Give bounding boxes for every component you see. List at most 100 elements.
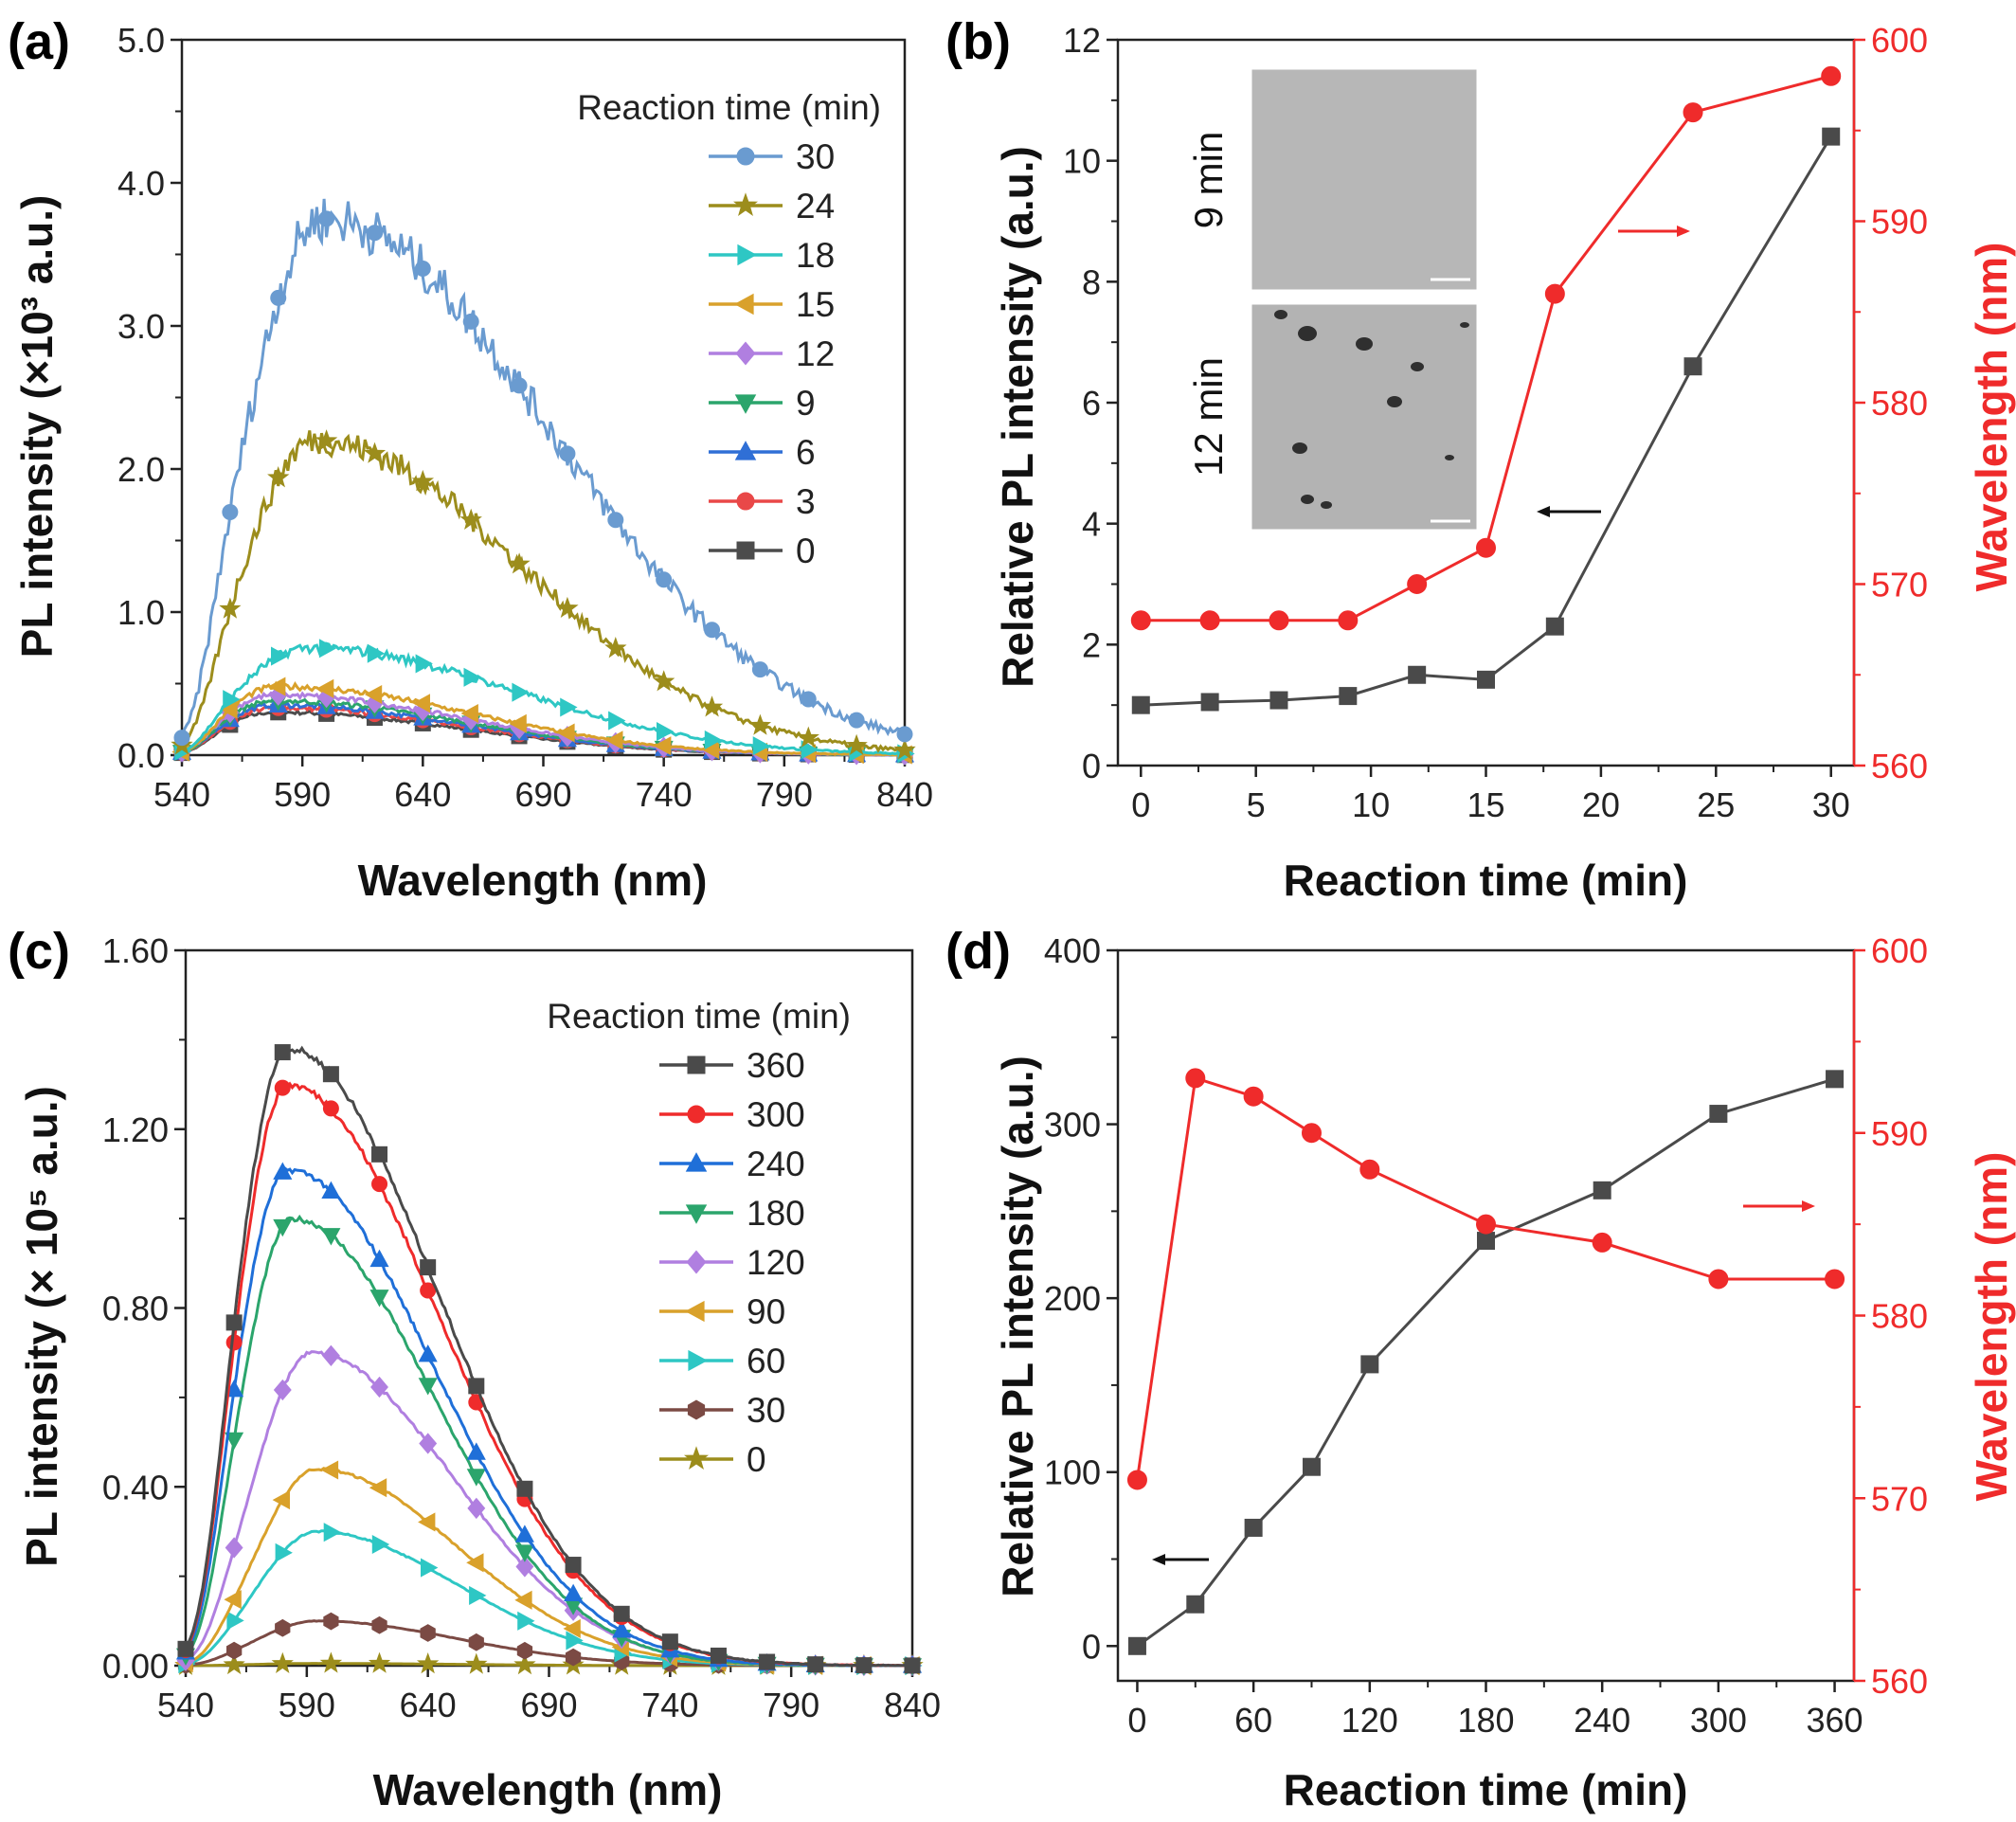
panel-a-data-point	[318, 639, 337, 658]
panel-b-inset: 9 min 12 min	[1186, 66, 1480, 532]
undefined-data-point	[1338, 610, 1359, 631]
panel-a-x-tick-label: 590	[274, 775, 331, 814]
undefined-data-point	[1126, 1470, 1147, 1490]
panel-c-data-point	[323, 1612, 339, 1631]
panel-c-series-240	[175, 1162, 923, 1673]
undefined-x-tick-label: 300	[1690, 1701, 1747, 1740]
panel-a-data-point	[652, 670, 675, 692]
undefined-y-tick-label: 6	[1082, 384, 1101, 423]
panel-c-label: (c)	[8, 923, 70, 980]
panel-a-data-point	[654, 736, 672, 756]
undefined-data-point	[1339, 687, 1358, 706]
panel-c-data-point	[323, 1523, 342, 1542]
panel-c-data-point	[368, 1651, 391, 1673]
undefined-data-point	[1407, 574, 1428, 594]
undefined-data-point	[1243, 1086, 1264, 1107]
undefined-data-point	[1301, 1123, 1322, 1144]
panel-c-data-point	[420, 1624, 436, 1642]
panel-a-data-point	[509, 713, 527, 733]
undefined-data-point	[1360, 1355, 1379, 1374]
panel-c-data-point	[466, 1469, 486, 1487]
undefined-data-point	[1127, 1636, 1146, 1655]
panel-c-data-point	[321, 1344, 340, 1366]
panel-c-data-point	[513, 1652, 536, 1675]
undefined-data-point	[1269, 610, 1289, 631]
panel-c-x-axis-label: Wavelength (nm)	[373, 1765, 723, 1814]
panel-c-data-point	[369, 1478, 387, 1498]
panel-a-legend-label: 30	[796, 137, 835, 176]
panel-a-legend-label: 6	[796, 433, 816, 472]
panel-c-x-tick-label: 840	[884, 1686, 941, 1724]
panel-c-legend-label: 180	[747, 1194, 805, 1233]
panel-c-legend-marker	[687, 1105, 706, 1124]
panel-c-data-point	[466, 1442, 486, 1460]
panel-c-data-point	[516, 1641, 533, 1660]
undefined-data-point	[1821, 65, 1842, 86]
panel-c-data-point	[274, 1044, 291, 1061]
nanoparticle	[1292, 442, 1307, 454]
panel-a-data-point	[801, 740, 819, 760]
panel-a-data-point	[748, 713, 772, 735]
panel-a-legend-marker	[735, 341, 756, 366]
undefined-x-tick-label: 180	[1457, 1701, 1514, 1740]
panel-c-data-point	[420, 1259, 437, 1276]
undefined-data-point	[1544, 283, 1565, 304]
undefined-x-tick-label: 60	[1234, 1701, 1272, 1740]
panel-a-data-point	[415, 654, 433, 674]
particles	[1274, 310, 1469, 509]
panel-a-x-tick-label: 640	[394, 775, 451, 814]
panel-c-data-point	[516, 1480, 533, 1497]
panel-c-data-point	[418, 1344, 438, 1362]
panel-c-legend-label: 360	[747, 1046, 805, 1085]
panel-a-data-point	[752, 736, 771, 756]
panel-b-x-axis-label: Reaction time (min)	[1284, 856, 1688, 905]
nanoparticle	[1321, 501, 1332, 509]
panel-c-legend-marker	[688, 1349, 708, 1372]
undefined-x-tick-label: 240	[1574, 1701, 1630, 1740]
undefined-series-right	[1130, 65, 1842, 631]
undefined-right-y-tick-label: 590	[1871, 203, 1928, 242]
undefined-data-point	[1200, 693, 1219, 712]
panel-c-data-point	[421, 1558, 439, 1578]
panel-a-x-tick-label: 690	[514, 775, 571, 814]
panel-a-data-point	[364, 684, 383, 705]
panel-a-legend-label: 9	[796, 384, 816, 423]
panel-d-arrow-right	[1743, 1200, 1815, 1212]
panel-a-legend-marker	[736, 492, 755, 511]
panel-a-data-point	[657, 722, 675, 742]
undefined-data-point	[1185, 1068, 1206, 1089]
undefined-data-point	[1822, 127, 1841, 146]
panel-c-y-tick-label: 1.60	[102, 931, 169, 970]
panel-a-data-point	[605, 731, 623, 750]
undefined-x-tick-label: 120	[1341, 1701, 1398, 1740]
panel-a-legend-marker	[734, 293, 754, 316]
panel-c-data-point	[225, 1314, 243, 1331]
panel-a-data-point	[315, 429, 338, 451]
panel-c-data-point	[223, 1652, 245, 1675]
panel-c-data-point	[416, 1652, 440, 1674]
inset-label-9min: 9 min	[1186, 132, 1231, 229]
panel-a-data-point	[366, 225, 383, 242]
panel-a-y-tick-label: 4.0	[117, 164, 165, 203]
panel-c-data-point	[226, 1641, 243, 1660]
panel-a-legend-label: 15	[796, 285, 835, 324]
undefined-right-y-tick-label: 580	[1871, 384, 1928, 423]
undefined-y-tick-label: 0	[1082, 747, 1101, 785]
panel-c-data-point	[514, 1544, 534, 1562]
panel-c-series-line	[184, 1045, 913, 1668]
panel-a-legend-marker	[736, 147, 755, 166]
panel-a-data-point	[459, 508, 482, 531]
nanoparticle	[1298, 326, 1317, 341]
panel-c-x-tick-label: 740	[641, 1686, 698, 1724]
panel-c-legend-label: 0	[747, 1440, 766, 1479]
undefined-y-tick-label: 100	[1044, 1453, 1101, 1492]
panel-c-legend-label: 30	[747, 1391, 785, 1430]
panel-a-data-point	[845, 733, 868, 755]
panel-a-data-point	[411, 469, 435, 492]
undefined-right-y-tick-label: 590	[1871, 1114, 1928, 1153]
panel-c-data-point	[465, 1652, 488, 1674]
panel-a-data-point	[412, 694, 430, 713]
panel-a-data-point	[557, 723, 575, 743]
